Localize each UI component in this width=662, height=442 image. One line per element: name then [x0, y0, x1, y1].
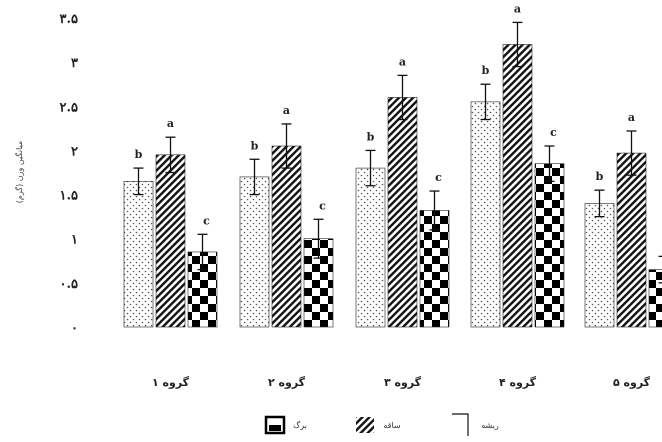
bar-hatch-4	[502, 44, 533, 328]
significance-letter: b	[482, 64, 490, 77]
error-bar	[594, 189, 605, 218]
error-bar	[429, 190, 440, 231]
y-tick-label: ۱.۵	[60, 189, 79, 204]
error-bar	[658, 255, 662, 284]
y-tick-label: ۰	[71, 321, 78, 336]
bar-dots-4	[470, 101, 501, 328]
y-tick-label: ۳	[71, 56, 78, 71]
bar-hatch-1	[155, 154, 186, 328]
y-axis-title: میانگین وزن (گرم)	[14, 141, 24, 203]
error-bar	[281, 123, 292, 169]
error-bar	[626, 130, 637, 176]
significance-letter: a	[167, 117, 174, 130]
legend-item-dots: ریشه	[452, 413, 499, 436]
category-label: گروه ۲	[268, 376, 306, 389]
significance-letter: c	[319, 199, 326, 212]
error-bar	[397, 74, 408, 121]
category-label: گروه ۱	[152, 376, 190, 389]
legend-swatch	[356, 417, 374, 433]
significance-letter: a	[283, 104, 290, 117]
legend-swatch	[452, 413, 469, 436]
bar-hatch-5	[616, 152, 647, 328]
legend-item-checker: برگ	[264, 415, 307, 435]
error-bar	[544, 145, 555, 182]
x-axis-categories: گروه ۱ گروه ۲ گروه ۳ گروه ۴ گروه ۵	[152, 376, 651, 389]
y-tick-label: ۳.۵	[60, 12, 79, 27]
legend: برگ ساقه ریشه	[264, 413, 499, 436]
bar-dots-5	[584, 203, 615, 328]
bar-dots-1	[123, 181, 154, 328]
error-bars	[133, 21, 662, 284]
significance-letter: a	[628, 111, 635, 124]
error-bar	[133, 167, 144, 196]
category-label: گروه ۴	[499, 376, 537, 389]
significance-letter: a	[514, 2, 521, 15]
error-bar	[480, 83, 491, 121]
legend-label: ساقه	[383, 421, 401, 430]
significance-letters: bbbbbaaaaaccccc	[135, 2, 635, 227]
bar-dots-2	[239, 176, 270, 328]
category-label: گروه ۵	[613, 376, 651, 389]
significance-letter: b	[135, 148, 143, 161]
y-tick-label: ۰.۵	[60, 277, 79, 292]
y-tick-label: ۱	[71, 233, 78, 248]
error-bar	[313, 218, 324, 259]
bar-dots-3	[355, 167, 386, 328]
legend-label: برگ	[293, 420, 307, 430]
significance-letter: a	[399, 55, 406, 68]
significance-letter: c	[435, 171, 442, 184]
error-bar	[165, 136, 176, 174]
legend-label: ریشه	[481, 421, 499, 430]
legend-item-hatch: ساقه	[356, 417, 401, 433]
error-bar	[365, 149, 376, 187]
significance-letter: b	[596, 170, 604, 183]
bar-checker-4	[534, 163, 565, 328]
significance-letter: b	[367, 130, 375, 143]
error-bar	[512, 21, 523, 68]
significance-letter: c	[550, 126, 557, 139]
significance-letter: c	[203, 214, 210, 227]
significance-letter: b	[251, 139, 259, 152]
bar-hatch-3	[387, 97, 418, 328]
y-axis-ticks: ۰ ۰.۵ ۱ ۱.۵ ۲ ۲.۵ ۳ ۳.۵	[60, 12, 79, 336]
error-bar	[197, 233, 208, 271]
category-label: گروه ۳	[384, 376, 422, 389]
y-tick-label: ۲	[71, 144, 78, 159]
y-axis-label: میانگین وزن (گرم)	[14, 141, 24, 203]
bar-checker-5	[648, 269, 662, 328]
bar-hatch-2	[271, 145, 302, 328]
bars	[123, 44, 662, 328]
y-tick-label: ۲.۵	[60, 100, 79, 115]
error-bar	[249, 158, 260, 196]
